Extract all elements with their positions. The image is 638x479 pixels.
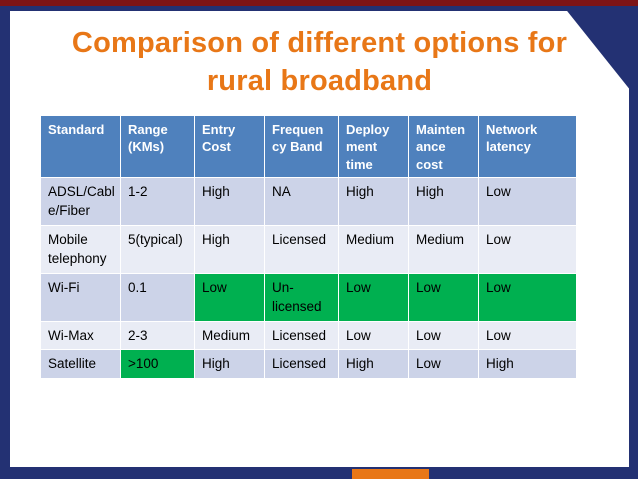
- header-cell-maintenance: Mainten ance cost: [408, 114, 479, 179]
- header-cell-range: Range (KMs): [120, 114, 195, 179]
- table-cell: Low: [194, 272, 265, 322]
- table-cell: Mobile telephony: [40, 224, 121, 274]
- table-cell: Low: [338, 272, 409, 322]
- table-cell: 1-2: [120, 177, 195, 226]
- slide-canvas: Comparison of different options for rura…: [10, 11, 629, 467]
- table-row: Wi-Max 2-3 Medium Licensed Low Low Low: [40, 320, 577, 351]
- comparison-table: Standard Range (KMs) Entry Cost Frequen …: [40, 114, 577, 380]
- top-accent-line: [0, 0, 638, 6]
- table-header-row: Standard Range (KMs) Entry Cost Frequen …: [40, 114, 577, 179]
- table-row: Satellite >100 High Licensed High Low Hi…: [40, 349, 577, 380]
- table-cell: Medium: [338, 224, 409, 274]
- header-cell-entry-cost: Entry Cost: [194, 114, 265, 179]
- table-cell: 2-3: [120, 320, 195, 351]
- table-row: ADSL/Cabl e/Fiber 1-2 High NA High High …: [40, 177, 577, 226]
- table-cell: Low: [478, 177, 577, 226]
- header-cell-latency: Network latency: [478, 114, 577, 179]
- header-cell-deployment: Deploy ment time: [338, 114, 409, 179]
- table-cell: High: [408, 177, 479, 226]
- table-cell: 0.1: [120, 272, 195, 322]
- table-cell: Licensed: [264, 224, 339, 274]
- table-cell: High: [338, 177, 409, 226]
- table-cell: High: [194, 349, 265, 380]
- table-row: Wi-Fi 0.1 Low Un- licensed Low Low Low: [40, 272, 577, 322]
- table-cell: Wi-Fi: [40, 272, 121, 322]
- header-cell-standard: Standard: [40, 114, 121, 179]
- table-cell: Wi-Max: [40, 320, 121, 351]
- table-cell: Low: [478, 320, 577, 351]
- table-cell: High: [338, 349, 409, 380]
- table-cell: 5(typical): [120, 224, 195, 274]
- table-cell: Low: [408, 320, 479, 351]
- table-cell: High: [478, 349, 577, 380]
- table-cell: Un- licensed: [264, 272, 339, 322]
- table-cell: NA: [264, 177, 339, 226]
- table-cell: Licensed: [264, 320, 339, 351]
- table-cell: Medium: [408, 224, 479, 274]
- table-cell: Licensed: [264, 349, 339, 380]
- table-cell: High: [194, 224, 265, 274]
- table-cell: Medium: [194, 320, 265, 351]
- table-cell: >100: [120, 349, 195, 380]
- header-cell-frequency: Frequen cy Band: [264, 114, 339, 179]
- slide-title: Comparison of different options for rura…: [71, 27, 568, 98]
- table-cell: Low: [408, 349, 479, 380]
- table-cell: Satellite: [40, 349, 121, 380]
- table-row: Mobile telephony 5(typical) High License…: [40, 224, 577, 274]
- table-cell: Low: [408, 272, 479, 322]
- table-cell: High: [194, 177, 265, 226]
- table-cell: Low: [338, 320, 409, 351]
- table-cell: Low: [478, 272, 577, 322]
- table-cell: ADSL/Cabl e/Fiber: [40, 177, 121, 226]
- bottom-accent-bar: [352, 469, 429, 479]
- table-cell: Low: [478, 224, 577, 274]
